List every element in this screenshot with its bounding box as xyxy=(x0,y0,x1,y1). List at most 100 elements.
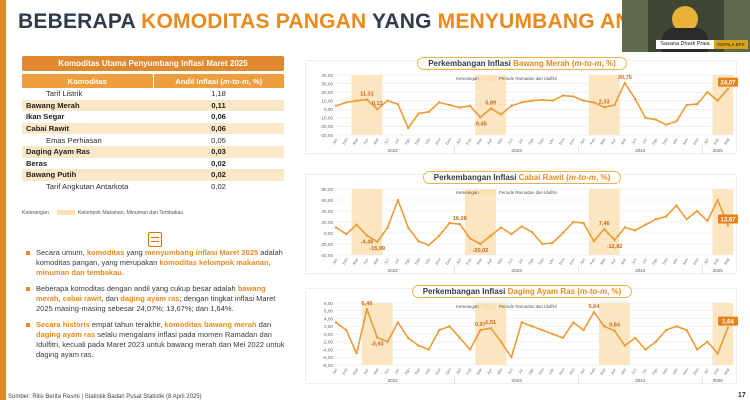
data-point xyxy=(355,223,358,226)
x-tick-label: Sep xyxy=(661,366,669,375)
y-tick-label: -2,00 xyxy=(323,340,334,345)
value-label: -0,93 xyxy=(371,342,384,348)
bullet-text: , dan xyxy=(101,294,121,303)
x-tick-label: Okt xyxy=(671,137,679,146)
highlight-text: komoditas kelompok makanan, minuman dan … xyxy=(36,258,271,277)
data-point xyxy=(582,99,585,102)
data-point xyxy=(644,223,647,226)
data-point xyxy=(654,218,657,221)
value-label: -12,82 xyxy=(607,244,623,250)
data-point xyxy=(572,321,575,324)
highlight-text: daging ayam ras xyxy=(36,330,96,339)
x-tick-label: Agu xyxy=(527,367,535,376)
value-label: 30,75 xyxy=(618,75,632,81)
video-background-left xyxy=(622,0,648,52)
commodity-name: Cabai Rawit xyxy=(22,122,153,135)
title-part-2: KOMODITAS PANGAN xyxy=(141,10,367,33)
data-point xyxy=(613,238,616,242)
x-tick-label: Agu xyxy=(651,137,659,146)
x-tick-label: Okt xyxy=(424,367,432,376)
y-tick-label: 30,00 xyxy=(322,81,334,86)
left-accent-stripe xyxy=(0,0,6,400)
bullet-text: empat tahun terakhir, xyxy=(89,320,165,329)
data-point xyxy=(407,226,410,229)
x-tick-label: Mar xyxy=(723,256,731,265)
x-tick-label: Mei xyxy=(620,367,628,375)
data-point xyxy=(386,340,389,343)
commodity-value: 0,02 xyxy=(211,158,226,168)
y-tick-label: 40,00 xyxy=(322,209,334,214)
highlight-text: daging ayam ras xyxy=(120,294,180,303)
x-tick-label: Jan xyxy=(702,257,710,265)
data-point xyxy=(345,101,348,104)
data-point xyxy=(427,110,431,114)
table-row: Cabai Rawit 0,06 xyxy=(22,122,284,135)
x-tick-label: Sep xyxy=(537,366,545,375)
bullet-text: yang xyxy=(124,248,145,257)
data-point xyxy=(489,326,492,330)
y-tick-label: 60,00 xyxy=(322,198,334,203)
data-point xyxy=(458,336,461,340)
table-header-row: Komoditas Andil Inflasi (m-to-m, %) xyxy=(22,74,284,88)
x-tick-label: Mei xyxy=(496,137,504,145)
y-tick-label: 0,00 xyxy=(324,107,333,112)
x-tick-label: Mei xyxy=(372,137,380,145)
data-point xyxy=(664,328,668,332)
value-label: 7,46 xyxy=(599,221,610,227)
x-tick-label: Okt xyxy=(548,257,556,266)
data-point xyxy=(334,321,338,324)
y-tick-label: -4,00 xyxy=(323,347,334,352)
data-point xyxy=(530,325,534,328)
year-label: 2023 xyxy=(511,378,522,383)
data-point xyxy=(561,231,565,235)
data-point xyxy=(572,95,575,98)
data-point xyxy=(685,103,688,107)
x-tick-label: Mar xyxy=(351,136,359,145)
series-line xyxy=(335,82,729,129)
legend-swatch xyxy=(56,210,75,216)
y-tick-label: 40,00 xyxy=(322,73,334,78)
data-point xyxy=(427,348,431,351)
data-point xyxy=(479,116,482,119)
value-label: 24,07 xyxy=(720,81,736,87)
data-point xyxy=(499,340,503,343)
value-label-box xyxy=(718,214,738,224)
y-tick-label: -20,00 xyxy=(320,242,333,247)
x-tick-label: Feb xyxy=(589,366,597,375)
x-tick-label: Jan xyxy=(455,257,463,265)
data-point xyxy=(489,234,492,237)
x-tick-label: Agu xyxy=(403,257,411,266)
highlight-text: komoditas xyxy=(86,248,125,257)
x-tick-label: Jun xyxy=(630,137,638,145)
data-point xyxy=(623,344,627,347)
y-tick-label: 80,00 xyxy=(322,187,334,192)
x-tick-label: Mei xyxy=(372,257,380,265)
x-tick-label: Agu xyxy=(651,257,659,266)
data-point xyxy=(407,336,410,340)
x-tick-label: Jun xyxy=(630,257,638,265)
data-point xyxy=(530,99,534,102)
x-tick-label: Apr xyxy=(362,257,370,265)
ramadan-band xyxy=(712,75,734,135)
x-tick-label: Nov xyxy=(558,367,566,376)
data-point xyxy=(603,325,606,328)
x-tick-label: Sep xyxy=(537,256,545,265)
data-point xyxy=(726,87,730,90)
y-tick-label: -8,00 xyxy=(323,363,334,368)
data-point xyxy=(407,126,410,130)
value-label: -4,46 xyxy=(361,239,374,245)
value-label: 5,64 xyxy=(588,304,600,310)
chart-legend-label: Keterangan xyxy=(456,76,479,81)
data-point xyxy=(396,198,400,202)
data-point xyxy=(437,101,441,104)
bullet-text: ; dengan tingkat inflasi Maret 2025 masi… xyxy=(36,294,276,313)
data-point xyxy=(448,221,451,225)
column-header-komoditas: Komoditas xyxy=(22,74,154,88)
x-tick-label: Okt xyxy=(671,367,679,376)
title-part-1: BEBERAPA xyxy=(18,10,142,33)
commodity-name: Beras xyxy=(26,158,48,168)
commodity-name: Ikan Segar xyxy=(26,112,65,122)
year-label: 2025 xyxy=(713,148,724,153)
x-tick-label: Apr xyxy=(362,137,370,145)
